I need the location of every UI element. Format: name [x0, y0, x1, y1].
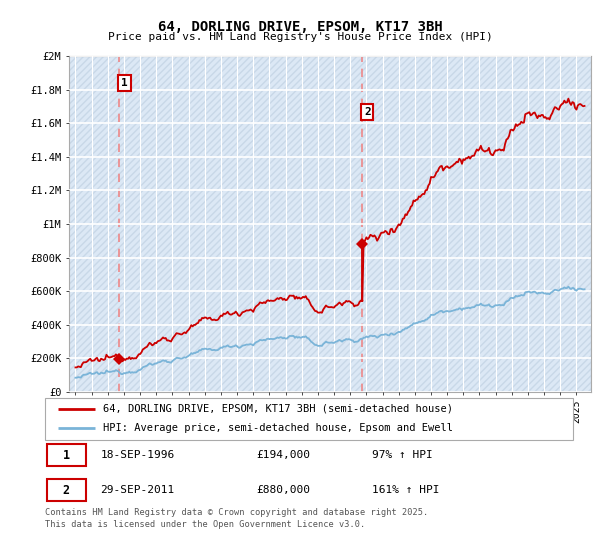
Text: Price paid vs. HM Land Registry's House Price Index (HPI): Price paid vs. HM Land Registry's House …: [107, 32, 493, 43]
Text: £880,000: £880,000: [256, 486, 310, 495]
Text: HPI: Average price, semi-detached house, Epsom and Ewell: HPI: Average price, semi-detached house,…: [103, 423, 453, 433]
Text: 1: 1: [121, 78, 128, 88]
Text: 97% ↑ HPI: 97% ↑ HPI: [373, 450, 433, 460]
Text: 64, DORLING DRIVE, EPSOM, KT17 3BH: 64, DORLING DRIVE, EPSOM, KT17 3BH: [158, 20, 442, 34]
Text: 18-SEP-1996: 18-SEP-1996: [100, 450, 175, 460]
FancyBboxPatch shape: [47, 479, 86, 501]
Text: £194,000: £194,000: [256, 450, 310, 460]
Text: This data is licensed under the Open Government Licence v3.0.: This data is licensed under the Open Gov…: [45, 520, 365, 529]
Text: 29-SEP-2011: 29-SEP-2011: [100, 486, 175, 495]
FancyBboxPatch shape: [45, 398, 573, 440]
Text: 2: 2: [364, 107, 371, 117]
Text: 1: 1: [63, 449, 70, 462]
FancyBboxPatch shape: [47, 444, 86, 466]
Text: 2: 2: [63, 484, 70, 497]
Bar: [69, 56, 591, 392]
Text: Contains HM Land Registry data © Crown copyright and database right 2025.: Contains HM Land Registry data © Crown c…: [45, 508, 428, 517]
Text: 64, DORLING DRIVE, EPSOM, KT17 3BH (semi-detached house): 64, DORLING DRIVE, EPSOM, KT17 3BH (semi…: [103, 404, 453, 414]
Text: 161% ↑ HPI: 161% ↑ HPI: [373, 486, 440, 495]
